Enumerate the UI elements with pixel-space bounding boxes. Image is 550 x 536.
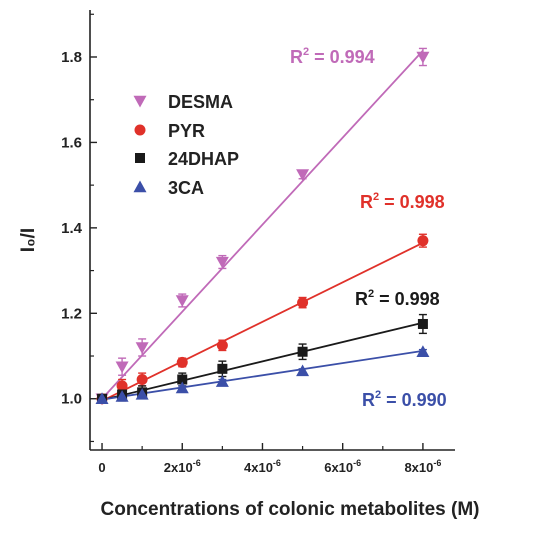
data-point-desma — [135, 342, 149, 354]
r-squared-symbol: R — [360, 192, 373, 212]
plot-area: 1.01.21.41.61.80 2x10-6 4x10-6 6x10-6 8x10-6 — [61, 10, 455, 475]
r-squared-value: = 0.998 — [374, 289, 440, 309]
data-point-24dhap — [417, 318, 428, 329]
x-tick-exponent: -6 — [433, 458, 441, 468]
x-tick-label: 2x10-6 — [164, 458, 201, 475]
r-squared-24dhap: R2 = 0.998 — [355, 288, 440, 309]
r-squared-symbol: R — [355, 289, 368, 309]
r-squared-value: = 0.994 — [309, 47, 375, 67]
data-point-3ca — [175, 381, 189, 394]
data-point-24dhap — [297, 346, 308, 357]
legend-marker-pyr — [134, 124, 146, 136]
y-tick-label: 1.0 — [61, 391, 82, 408]
r-squared-3ca: R2 = 0.990 — [362, 389, 447, 410]
x-tick-exponent: -6 — [273, 458, 281, 468]
data-point-pyr — [176, 356, 188, 368]
data-point-24dhap — [217, 363, 228, 374]
data-point-pyr — [136, 374, 148, 386]
x-tick-base: 2x10 — [164, 460, 193, 475]
data-point-24dhap — [177, 374, 188, 385]
data-point-desma — [296, 169, 310, 181]
x-tick-label: 8x10-6 — [404, 458, 441, 475]
y-tick-label: 1.4 — [61, 220, 83, 237]
r-squared-symbol: R — [362, 390, 375, 410]
y-tick-label: 1.2 — [61, 305, 82, 322]
data-point-pyr — [216, 339, 228, 351]
r-squared-value: = 0.990 — [381, 390, 447, 410]
fit-line-3ca — [101, 350, 424, 401]
data-point-3ca — [115, 390, 129, 402]
x-tick-base: 0 — [98, 460, 105, 475]
x-tick-exponent: -6 — [353, 458, 361, 468]
x-tick-base: 8x10 — [404, 460, 433, 475]
y-tick-label: 1.6 — [61, 134, 82, 151]
x-tick-base: 6x10 — [324, 460, 353, 475]
legend-label-desma: DESMA — [168, 92, 233, 112]
data-point-desma — [175, 295, 189, 307]
x-tick-label: 0 — [98, 460, 105, 475]
legend-label-3ca: 3CA — [168, 178, 204, 198]
legend-label-pyr: PYR — [168, 121, 205, 141]
data-point-desma — [215, 256, 229, 269]
r-squared-pyr: R2 = 0.998 — [360, 191, 445, 212]
r-squared-desma: R2 = 0.994 — [290, 46, 375, 67]
data-point-pyr — [417, 235, 429, 247]
data-point-desma — [416, 51, 430, 64]
fit-line-pyr — [101, 242, 424, 402]
data-point-pyr — [297, 297, 309, 309]
r-squared-superscript: 2 — [373, 191, 379, 203]
r-squared-symbol: R — [290, 47, 303, 67]
x-tick-label: 4x10-6 — [244, 458, 281, 475]
data-point-3ca — [296, 364, 310, 377]
data-markers — [95, 51, 430, 406]
data-point-3ca — [215, 375, 229, 387]
data-point-desma — [115, 361, 129, 374]
r-squared-value: = 0.998 — [379, 192, 445, 212]
legend-label-24dhap: 24DHAP — [168, 149, 239, 169]
x-tick-exponent: -6 — [193, 458, 201, 468]
x-axis-label: Concentrations of colonic metabolites (M… — [101, 499, 480, 520]
y-tick-label: 1.8 — [61, 49, 82, 66]
fit-line-desma — [101, 49, 424, 400]
data-point-3ca — [95, 392, 109, 404]
legend-marker-3ca — [133, 180, 147, 193]
legend-marker-24dhap — [135, 153, 145, 163]
y-axis-label: I₀/I — [18, 228, 39, 252]
x-tick-base: 4x10 — [244, 460, 273, 475]
data-point-3ca — [135, 387, 149, 400]
data-point-3ca — [416, 345, 430, 357]
legend-marker-desma — [133, 95, 147, 108]
data-point-pyr — [116, 380, 128, 392]
x-tick-label: 6x10-6 — [324, 458, 361, 475]
fit-line-24dhap — [101, 321, 424, 401]
r-squared-superscript: 2 — [303, 46, 309, 58]
fit-lines — [101, 49, 424, 402]
r-squared-superscript: 2 — [368, 288, 374, 300]
legend: DESMA PYR 24DHAP 3CA — [133, 92, 239, 198]
r-squared-superscript: 2 — [375, 389, 381, 401]
